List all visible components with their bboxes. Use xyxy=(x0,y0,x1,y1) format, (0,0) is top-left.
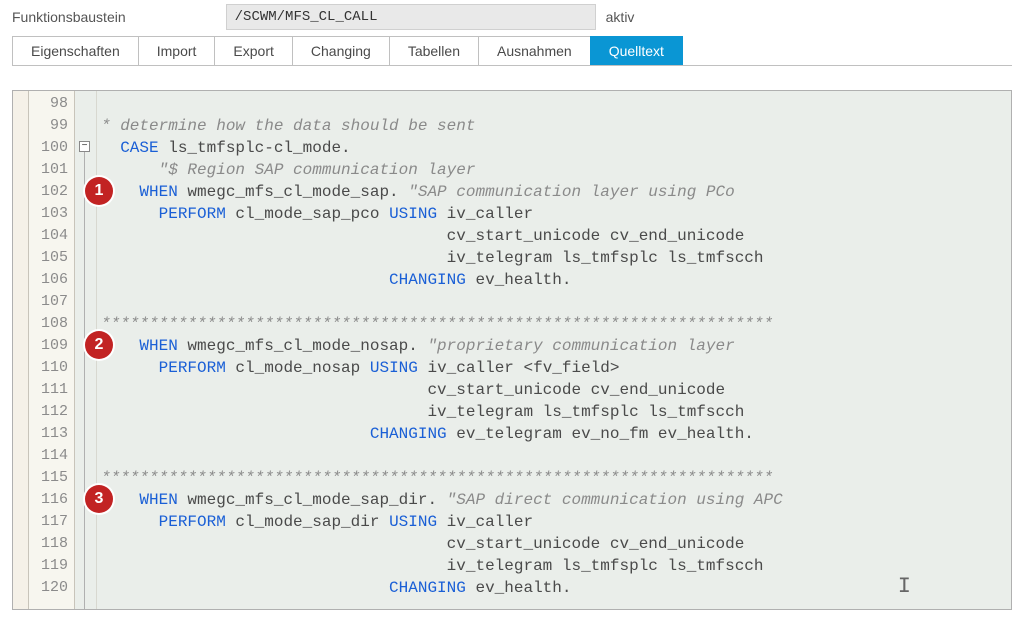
code-line[interactable]: iv_telegram ls_tmfsplc ls_tmfscch xyxy=(97,555,1011,577)
line-number: 104 xyxy=(29,225,74,247)
annotation-marker-3: 3 xyxy=(85,485,113,513)
line-number: 109 xyxy=(29,335,74,357)
fold-toggle[interactable]: − xyxy=(79,141,90,152)
margin-gutter xyxy=(13,91,29,609)
code-line[interactable]: cv_start_unicode cv_end_unicode xyxy=(97,379,1011,401)
code-line[interactable] xyxy=(97,93,1011,115)
line-number: 118 xyxy=(29,533,74,555)
line-number: 105 xyxy=(29,247,74,269)
line-number: 99 xyxy=(29,115,74,137)
line-number: 100 xyxy=(29,137,74,159)
annotation-marker-2: 2 xyxy=(85,331,113,359)
code-line[interactable]: CASE ls_tmfsplc-cl_mode. xyxy=(97,137,1011,159)
code-line[interactable]: CHANGING ev_health. xyxy=(97,269,1011,291)
module-status: aktiv xyxy=(606,9,635,25)
code-line[interactable]: WHEN wmegc_mfs_cl_mode_sap_dir. "SAP dir… xyxy=(97,489,1011,511)
tab-export[interactable]: Export xyxy=(214,36,292,65)
header-row: Funktionsbaustein aktiv xyxy=(0,0,1024,34)
line-number: 119 xyxy=(29,555,74,577)
line-number-gutter: 9899100101102103104105106107108109110111… xyxy=(29,91,75,609)
line-number: 116 xyxy=(29,489,74,511)
line-number: 107 xyxy=(29,291,74,313)
line-number: 115 xyxy=(29,467,74,489)
tab-changing[interactable]: Changing xyxy=(292,36,390,65)
code-line[interactable]: PERFORM cl_mode_nosap USING iv_caller <f… xyxy=(97,357,1011,379)
text-cursor-icon: I xyxy=(898,574,911,599)
module-type-label: Funktionsbaustein xyxy=(12,9,126,25)
line-number: 108 xyxy=(29,313,74,335)
code-line[interactable]: * determine how the data should be sent xyxy=(97,115,1011,137)
code-line[interactable]: iv_telegram ls_tmfsplc ls_tmfscch xyxy=(97,401,1011,423)
code-line[interactable]: WHEN wmegc_mfs_cl_mode_sap. "SAP communi… xyxy=(97,181,1011,203)
code-line[interactable] xyxy=(97,291,1011,313)
code-line[interactable]: ****************************************… xyxy=(97,313,1011,335)
code-line[interactable]: cv_start_unicode cv_end_unicode xyxy=(97,225,1011,247)
tab-bar: EigenschaftenImportExportChangingTabelle… xyxy=(12,36,1012,66)
code-line[interactable]: cv_start_unicode cv_end_unicode xyxy=(97,533,1011,555)
line-number: 113 xyxy=(29,423,74,445)
line-number: 112 xyxy=(29,401,74,423)
code-line[interactable]: PERFORM cl_mode_sap_dir USING iv_caller xyxy=(97,511,1011,533)
tab-eigenschaften[interactable]: Eigenschaften xyxy=(12,36,139,65)
line-number: 114 xyxy=(29,445,74,467)
tab-quelltext[interactable]: Quelltext xyxy=(590,36,683,65)
code-line[interactable] xyxy=(97,445,1011,467)
line-number: 98 xyxy=(29,93,74,115)
tab-tabellen[interactable]: Tabellen xyxy=(389,36,479,65)
code-editor[interactable]: 9899100101102103104105106107108109110111… xyxy=(12,90,1012,610)
code-line[interactable]: iv_telegram ls_tmfsplc ls_tmfscch xyxy=(97,247,1011,269)
line-number: 102 xyxy=(29,181,74,203)
code-line[interactable]: CHANGING ev_health. xyxy=(97,577,1011,599)
line-number: 111 xyxy=(29,379,74,401)
line-number: 103 xyxy=(29,203,74,225)
annotation-marker-1: 1 xyxy=(85,177,113,205)
code-line[interactable]: WHEN wmegc_mfs_cl_mode_nosap. "proprieta… xyxy=(97,335,1011,357)
code-line[interactable]: ****************************************… xyxy=(97,467,1011,489)
line-number: 120 xyxy=(29,577,74,599)
code-line[interactable]: PERFORM cl_mode_sap_pco USING iv_caller xyxy=(97,203,1011,225)
code-line[interactable]: "$ Region SAP communication layer xyxy=(97,159,1011,181)
code-column[interactable]: * determine how the data should be sent … xyxy=(97,91,1011,609)
line-number: 110 xyxy=(29,357,74,379)
module-name-input[interactable] xyxy=(226,4,596,30)
tab-import[interactable]: Import xyxy=(138,36,216,65)
line-number: 117 xyxy=(29,511,74,533)
tab-ausnahmen[interactable]: Ausnahmen xyxy=(478,36,591,65)
code-line[interactable]: CHANGING ev_telegram ev_no_fm ev_health. xyxy=(97,423,1011,445)
line-number: 106 xyxy=(29,269,74,291)
line-number: 101 xyxy=(29,159,74,181)
